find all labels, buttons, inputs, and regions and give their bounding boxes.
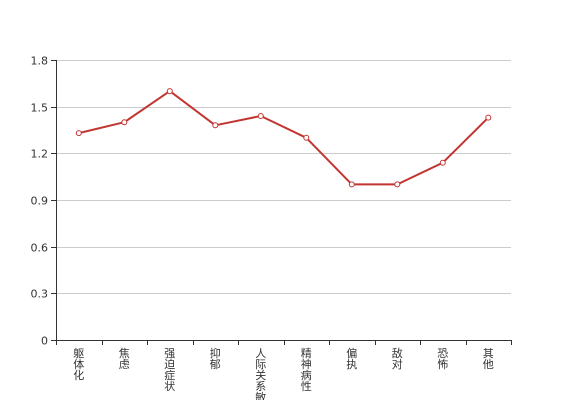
data-point[interactable] [303, 134, 310, 141]
data-point[interactable] [121, 119, 128, 126]
x-tick-label: 敌对 [392, 346, 403, 371]
y-tick-label: 0.6 [31, 242, 49, 255]
x-tick-label: 其他 [483, 347, 494, 371]
y-tick-label: 0 [41, 335, 48, 348]
y-tick-label: 1.8 [31, 55, 49, 68]
x-tick-label: 强迫症状 [164, 347, 175, 393]
x-tick-label: 抑郁 [210, 346, 221, 371]
y-tick-label: 0.3 [31, 288, 49, 301]
y-axis: 0 0.3 0.6 0.9 1.2 1.5 1.8 [31, 55, 57, 348]
data-point[interactable] [257, 113, 264, 119]
x-axis: 躯体化 焦虑 强迫症状 抑郁 人际关系敏感 精神病性 偏执 敌对 恐怖 其他 [56, 340, 512, 400]
data-point[interactable] [394, 181, 401, 188]
data-point[interactable] [212, 122, 219, 129]
x-tick-label: 躯体化 [73, 347, 84, 382]
data-point[interactable] [439, 159, 446, 166]
x-tick-label: 偏执 [346, 346, 357, 371]
data-point[interactable] [485, 114, 492, 121]
data-point[interactable] [166, 88, 173, 95]
y-tick-label: 1.5 [31, 102, 49, 115]
series-line [77, 90, 490, 186]
x-tick-label: 精神病性 [301, 347, 312, 393]
grid-lines [56, 60, 511, 294]
data-point[interactable] [348, 181, 355, 188]
x-tick-label: 人际关系敏感 [255, 347, 266, 400]
x-tick-label: 恐怖 [437, 347, 448, 371]
y-tick-label: 1.2 [31, 148, 49, 161]
y-tick-label: 0.9 [31, 195, 49, 208]
x-tick-label: 焦虑 [119, 347, 130, 371]
data-point[interactable] [75, 130, 82, 137]
series-group [75, 88, 492, 188]
